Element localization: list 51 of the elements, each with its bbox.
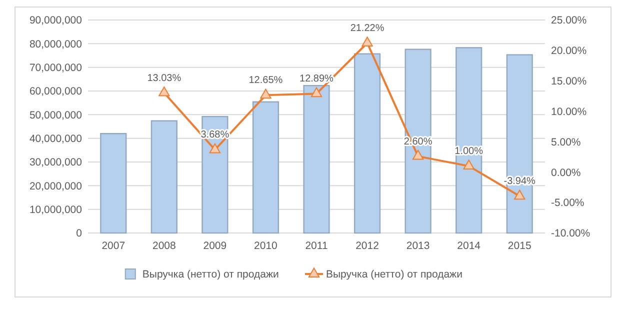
x-tick-label: 2012: [356, 240, 380, 252]
point: [362, 36, 373, 46]
y2-tick-label: 0.00%: [551, 166, 581, 179]
point: [158, 86, 170, 96]
y-tick-label: 20,000,000: [29, 180, 82, 192]
point: [412, 150, 424, 160]
bar: [100, 133, 127, 234]
y-tick-label: 10,000,000: [29, 204, 82, 216]
bar: [150, 120, 178, 234]
point: [310, 87, 322, 98]
x-tick-label: 2011: [305, 240, 328, 252]
y2-tick-label: 5.00%: [551, 136, 581, 148]
y-tick-label: 50,000,000: [29, 109, 82, 122]
bar: [202, 116, 228, 234]
x-tick-label: 2014: [457, 240, 481, 252]
y2-tick-label: 10.00%: [551, 106, 587, 118]
data-label: 21.22%: [350, 23, 384, 34]
point: [209, 143, 221, 154]
y2-tick-label: 25.00%: [551, 14, 587, 27]
bar: [456, 47, 482, 234]
x-tick-label: 2008: [152, 240, 176, 252]
bar: [303, 84, 330, 234]
y2-tick-label: -5.00%: [551, 197, 584, 210]
x-tick-label: 2015: [508, 240, 532, 252]
data-label: 1.00%: [454, 146, 484, 158]
data-label: 12.65%: [248, 75, 283, 86]
y2-tick-label: -10.00%: [551, 228, 590, 240]
legend-label: Выручка (нетто) от продажи: [142, 268, 279, 281]
x-tick-label: 2007: [102, 240, 126, 252]
point: [260, 88, 272, 99]
point: [463, 160, 474, 170]
x-tick-label: 2013: [406, 240, 430, 252]
y-tick-label: 0: [76, 228, 82, 240]
bar: [354, 53, 381, 234]
bar: [506, 54, 533, 234]
y-tick-label: 40,000,000: [29, 133, 82, 146]
data-label: 13.03%: [147, 72, 182, 84]
y-tick-label: 70,000,000: [29, 62, 82, 74]
bar: [252, 101, 280, 234]
y2-tick-label: 20.00%: [551, 45, 587, 58]
y-tick-label: 30,000,000: [29, 156, 82, 169]
y2-tick-label: 15.00%: [551, 76, 587, 88]
y-tick-label: 80,000,000: [29, 38, 82, 50]
x-tick-label: 2010: [254, 240, 278, 252]
legend-label: Выручка (нетто) от продажи: [326, 268, 463, 281]
x-tick-label: 2009: [203, 240, 227, 252]
y-tick-label: 60,000,000: [29, 86, 82, 98]
y-tick-label: 90,000,000: [29, 14, 82, 27]
bar: [404, 48, 432, 234]
point: [514, 190, 526, 200]
data-label: -3.94%: [504, 176, 536, 188]
